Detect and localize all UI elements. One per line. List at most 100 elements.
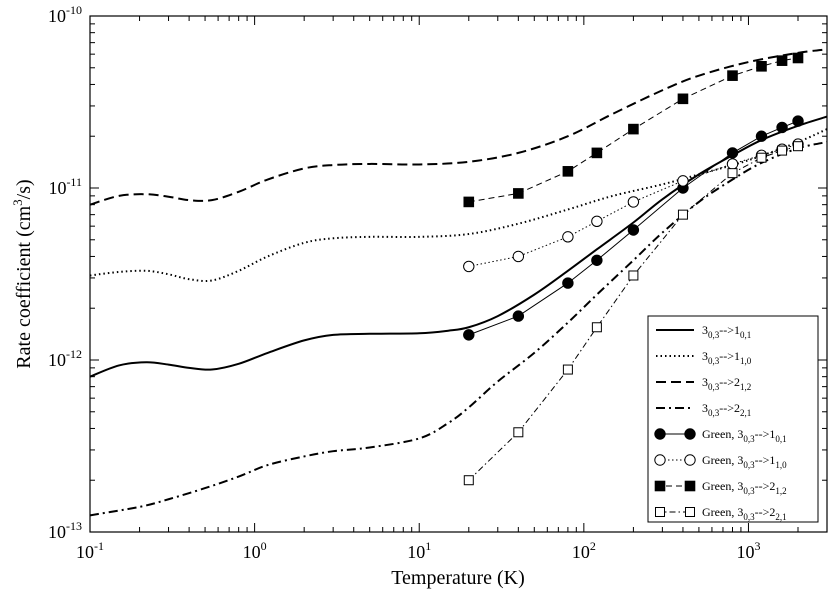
y-tick-label-exp: -13 [66,519,82,533]
legend-label-sub1: 0,3 [743,460,755,470]
series-5-marker [463,329,475,341]
x-tick-label: 101 [407,539,431,562]
legend-label-sub2: 2,1 [775,512,786,522]
legend-label-prefix: Green, [702,505,737,519]
legend-label-mid: -->2 [719,375,740,389]
legend-label-mid: -->2 [755,505,776,519]
series-6-marker [677,175,689,187]
x-tick-label-base: 10 [76,542,94,562]
legend-label-sub1: 0,3 [708,382,720,392]
series-5-marker [755,130,768,142]
series-line-5 [468,120,799,336]
y-axis-label-end: /s) [13,179,35,199]
legend-label-sub2: 1,2 [775,486,786,496]
series-8-marker [727,168,738,179]
legend-label-2: 30,3-->11,0 [702,349,752,366]
series-5-marker [627,224,640,236]
x-axis-label: Temperature (K) [391,567,525,589]
legend-label-main: 3 [702,401,708,415]
x-tick-label-base: 10 [736,542,754,562]
series-7-marker [591,147,603,159]
legend-label-5: Green, 30,3-->10,1 [702,427,787,444]
x-tick-label: 100 [243,539,267,562]
legend-label-8: Green, 30,3-->22,1 [702,505,787,522]
series-8-marker [793,141,804,152]
plot-frame [89,15,828,533]
legend-marker-6 [684,454,696,466]
legend-label-main: 3 [702,323,708,337]
series-8-marker [562,364,573,375]
legend-marker-7 [654,480,666,492]
legend-label-1: 30,3-->10,1 [702,323,751,340]
y-tick-label-exp: -11 [66,175,82,189]
legend-label-sub1: 0,3 [708,330,720,340]
legend-label-prefix: Green, [702,479,737,493]
series-8-marker [463,475,474,486]
series-6-marker [726,158,739,170]
legend-label-7: Green, 30,3-->21,2 [702,479,787,496]
legend: 30,3-->10,130,3-->11,030,3-->21,230,3-->… [647,315,819,523]
legend-label-mid: -->1 [755,427,776,441]
y-tick-label-exp: -10 [66,3,82,17]
legend-label-sub1: 0,3 [743,512,755,522]
legend-marker-8 [655,507,665,517]
series-line-2 [90,128,827,283]
legend-label-sub1: 0,3 [708,356,720,366]
legend-label-sub1: 0,3 [708,408,720,418]
series-7-marker [727,70,738,81]
legend-label-prefix: Green, [702,453,737,467]
series-line-6 [468,143,799,267]
legend-label-sub1: 0,3 [743,486,755,496]
x-tick-label-base: 10 [243,542,261,562]
legend-label-sub1: 0,3 [743,434,755,444]
series-7-marker [562,166,574,177]
legend-label-sub2: 1,2 [740,382,751,392]
legend-label-mid: -->2 [719,401,740,415]
y-axis-label: Rate coefficient (cm3/s) [10,179,35,368]
legend-label-mid: -->1 [719,349,740,363]
legend-marker-5 [684,428,696,440]
series-8-marker [513,427,524,438]
series-8-marker [591,322,602,333]
series-7-marker [792,52,804,64]
series-5-marker [562,277,574,289]
y-tick-label-base: 10 [48,6,66,26]
series-8-marker [756,152,767,163]
x-tick-label-exp: 0 [261,539,267,553]
legend-label-6: Green, 30,3-->11,0 [702,453,787,470]
x-tick-label-exp: 2 [590,539,596,553]
legend-label-main: 3 [702,349,708,363]
legend-label-mid: -->1 [755,453,776,467]
plot-series [90,48,827,517]
series-5-marker [776,121,788,134]
y-tick-label-exp: -12 [66,347,82,361]
series-6-marker [562,231,574,243]
y-tick-label: 10-10 [48,3,82,26]
series-7-marker [628,123,639,135]
legend-label-sub2: 1,0 [775,460,787,470]
legend-label-mid: -->2 [755,479,776,493]
legend-box [647,315,819,523]
x-tick-label-exp: 1 [425,539,431,553]
series-6-marker [591,215,603,228]
legend-label-main: 3 [737,479,743,493]
legend-label-main: 3 [737,453,743,467]
series-line-3 [90,48,827,206]
series-7-marker [513,188,524,199]
series-line-8 [468,145,799,481]
x-tick-label-base: 10 [407,542,425,562]
y-axis-label-main: Rate coefficient (cm [13,205,35,368]
y-tick-label: 10-11 [48,175,82,198]
legend-marker-5 [654,428,666,440]
series-7-marker [463,196,475,208]
legend-label-3: 30,3-->21,2 [702,375,751,392]
series-line-7 [468,57,799,203]
y-tick-label: 10-13 [48,519,82,542]
series-8-marker [677,209,688,220]
series-5-marker [792,115,804,127]
series-7-marker [756,60,767,72]
legend-label-main: 3 [702,375,708,389]
x-tick-label-exp: -1 [94,539,104,553]
